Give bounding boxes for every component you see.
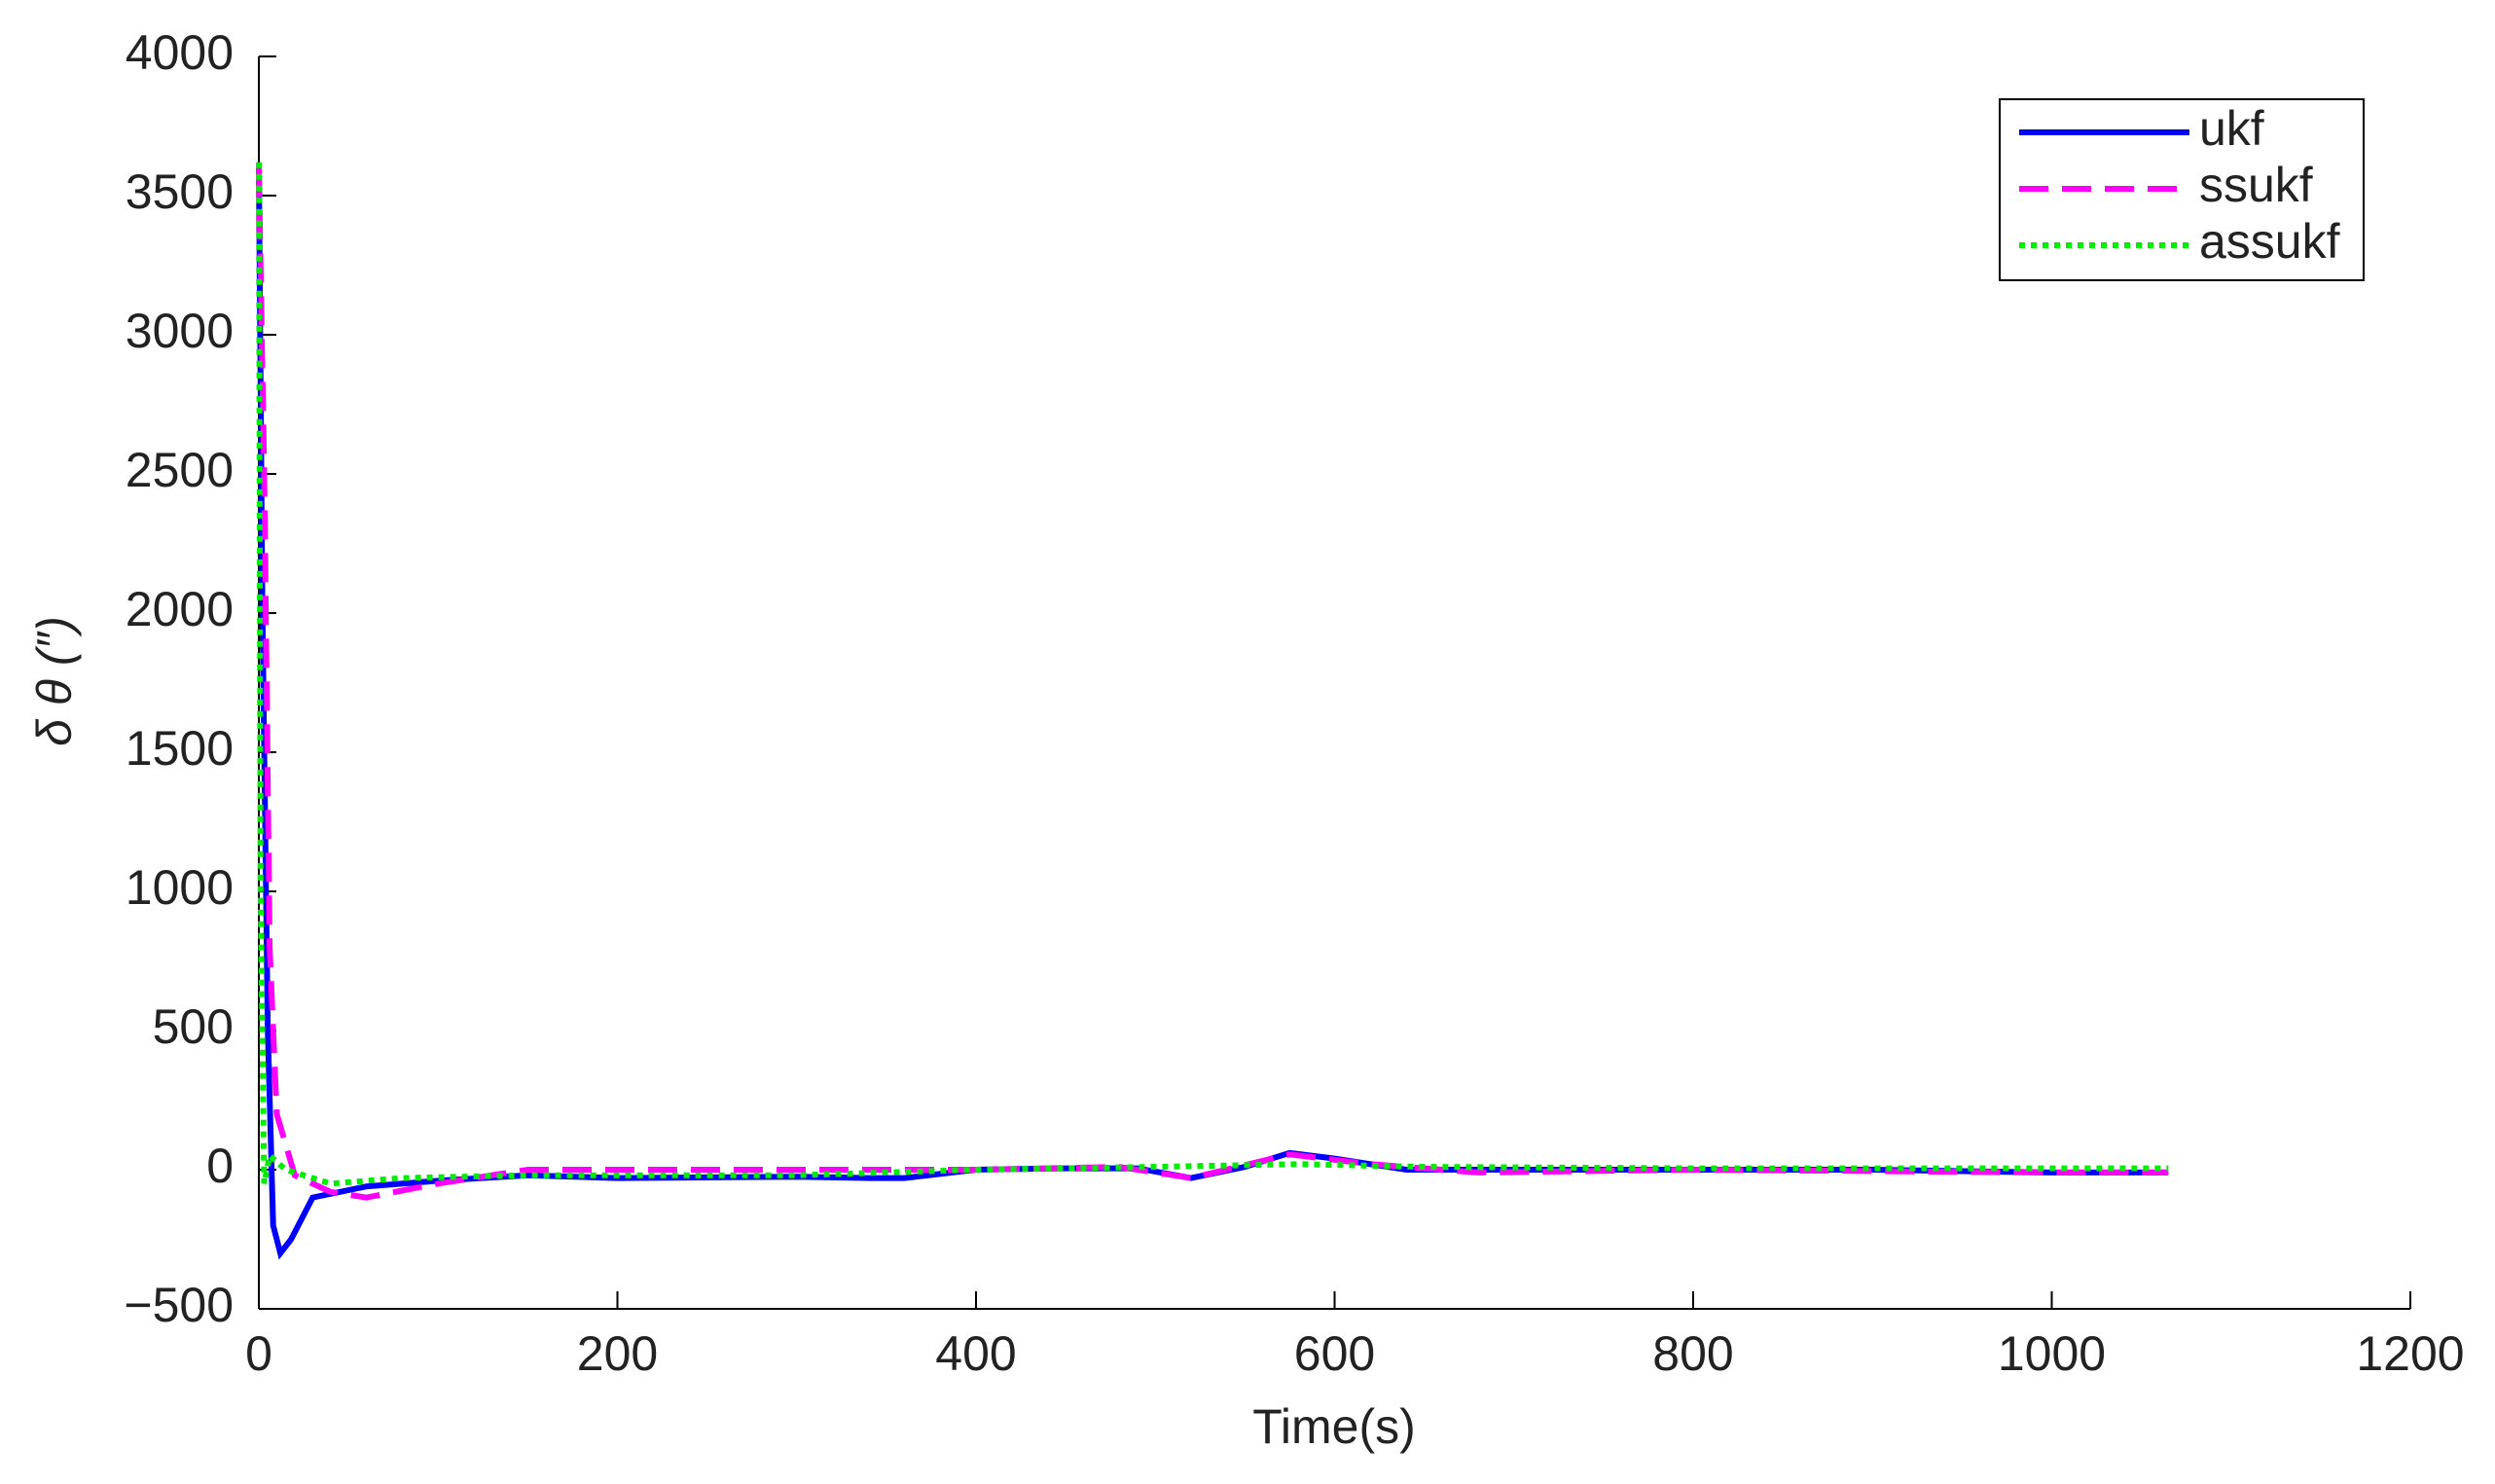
legend-label: assukf (2199, 214, 2340, 269)
y-tick-label: 0 (206, 1139, 234, 1193)
x-tick-label: 400 (935, 1326, 1016, 1381)
y-tick-label: 1500 (126, 721, 234, 776)
data-line (256, 162, 2169, 1187)
y-tick-label: 500 (153, 999, 234, 1054)
x-tick-label: 600 (1294, 1326, 1375, 1381)
x-tick-label: 1000 (1998, 1326, 2106, 1381)
y-tick-label: 2000 (126, 582, 234, 636)
y-tick-label: 2500 (126, 443, 234, 497)
y-axis-label: δ θ (″) (27, 616, 82, 746)
x-tick-label: 1200 (2356, 1326, 2464, 1381)
x-axis-label: Time(s) (1252, 1399, 1416, 1454)
x-tick-label: 200 (577, 1326, 658, 1381)
data-line (256, 167, 2169, 1201)
y-tick-label: 3500 (126, 164, 234, 219)
x-tick-label: 800 (1652, 1326, 1733, 1381)
data-line (256, 167, 2169, 1260)
y-tick-label: 1000 (126, 860, 234, 915)
legend-label: ukf (2199, 101, 2264, 156)
y-tick-label: −500 (124, 1278, 234, 1332)
y-tick-label: 3000 (126, 304, 234, 358)
x-tick-label: 0 (245, 1326, 272, 1381)
legend-label: ssukf (2199, 158, 2313, 212)
y-tick-label: 4000 (126, 25, 234, 80)
